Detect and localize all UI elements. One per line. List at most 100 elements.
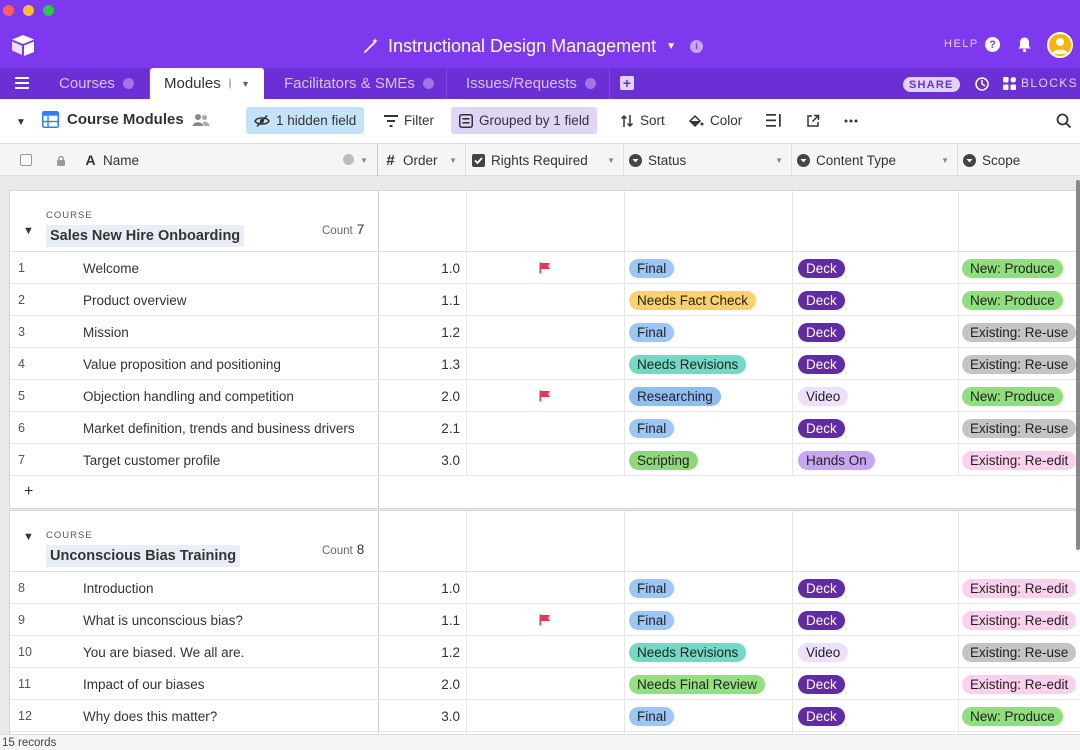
chevron-down-icon[interactable]: ▼: [666, 40, 677, 52]
cell-status[interactable]: Final: [629, 252, 789, 284]
table-row[interactable]: 9 What is unconscious bias? 1.1 Final Deck Ex…: [10, 604, 1080, 636]
cell-rights-required[interactable]: [539, 284, 553, 316]
cell-rights-required[interactable]: [539, 316, 553, 348]
add-record-button[interactable]: +: [10, 476, 1080, 508]
cell-rights-required[interactable]: [539, 668, 553, 700]
cell-scope[interactable]: New: Produce: [962, 284, 1080, 316]
cell-order[interactable]: 2.0: [441, 676, 460, 692]
cell-content-type[interactable]: Deck: [798, 348, 948, 380]
table-row[interactable]: 13Methods to help overcome bias4.0Needs …: [10, 732, 1080, 734]
cell-name[interactable]: Value proposition and positioning: [83, 356, 281, 372]
hidden-fields-button[interactable]: 1 hidden field: [246, 107, 365, 134]
cell-order[interactable]: 1.2: [441, 644, 460, 660]
avatar[interactable]: [1047, 32, 1073, 58]
cell-status[interactable]: Scripting: [629, 444, 789, 476]
cell-status[interactable]: Final: [629, 604, 789, 636]
cell-order[interactable]: 1.2: [441, 324, 460, 340]
chevron-down-icon[interactable]: ▼: [941, 156, 949, 165]
cell-order[interactable]: 2.1: [441, 420, 460, 436]
info-icon[interactable]: [584, 78, 596, 89]
help-icon[interactable]: ?: [985, 37, 1000, 52]
column-header-name[interactable]: A Name ▼: [84, 144, 376, 176]
cell-name[interactable]: You are biased. We all are.: [83, 644, 245, 660]
window-zoom-button[interactable]: [43, 5, 54, 16]
cell-scope[interactable]: Existing: Re-use: [962, 636, 1080, 668]
views-sidebar-toggle-icon[interactable]: ▼: [16, 117, 26, 128]
cell-scope[interactable]: Existing: Re-use: [962, 412, 1080, 444]
tab-courses[interactable]: Courses: [45, 68, 148, 99]
cell-rights-required[interactable]: [539, 348, 553, 380]
color-button[interactable]: Color: [680, 107, 750, 134]
column-header-scope[interactable]: Scope: [963, 144, 1080, 176]
table-row[interactable]: 10 You are biased. We all are. 1.2 Needs Re…: [10, 636, 1080, 668]
cell-content-type[interactable]: Video: [798, 380, 948, 412]
add-table-button[interactable]: +: [620, 76, 634, 90]
collaborators-icon[interactable]: [192, 113, 210, 127]
search-button[interactable]: [1048, 107, 1080, 134]
cell-scope[interactable]: Existing: Re-edit: [962, 444, 1080, 476]
row-height-button[interactable]: [758, 107, 790, 134]
cell-rights-required[interactable]: [539, 700, 553, 732]
window-minimize-button[interactable]: [23, 5, 34, 16]
share-view-button[interactable]: [798, 107, 828, 134]
select-all-checkbox[interactable]: [20, 144, 32, 176]
cell-name[interactable]: Introduction: [83, 580, 154, 596]
tab-issues-requests[interactable]: Issues/Requests: [452, 68, 610, 99]
help-label[interactable]: HELP: [944, 38, 979, 50]
cell-content-type[interactable]: Deck: [798, 668, 948, 700]
cell-rights-required[interactable]: [539, 604, 553, 636]
cell-order[interactable]: 3.0: [441, 452, 460, 468]
table-row[interactable]: 6 Market definition, trends and business …: [10, 412, 1080, 444]
more-options-button[interactable]: [836, 107, 866, 134]
chevron-down-icon[interactable]: ▼: [449, 156, 457, 165]
cell-status[interactable]: Final: [629, 412, 789, 444]
hamburger-menu-icon[interactable]: [15, 77, 29, 89]
table-row[interactable]: 7 Target customer profile 3.0 Scripting Hand…: [10, 444, 1080, 476]
cell-scope[interactable]: New: Produce: [962, 380, 1080, 412]
bell-icon[interactable]: [1016, 36, 1033, 53]
column-header-rights-required[interactable]: Rights Required ▼: [472, 144, 623, 176]
table-row[interactable]: 5 Objection handling and competition 2.0 Re…: [10, 380, 1080, 412]
chevron-down-icon[interactable]: ▼: [360, 156, 368, 165]
group-header[interactable]: ▼ COURSE Sales New Hire Onboarding Count 7: [10, 191, 1080, 252]
tab-facilitators-smes[interactable]: Facilitators & SMEs: [270, 68, 448, 99]
cell-order[interactable]: 1.1: [441, 292, 460, 308]
window-close-button[interactable]: [3, 5, 14, 16]
view-switcher[interactable]: Course Modules: [42, 111, 210, 128]
cell-scope[interactable]: Existing: Re-edit: [962, 668, 1080, 700]
cell-content-type[interactable]: Deck: [798, 252, 948, 284]
cell-status[interactable]: Researching: [629, 380, 789, 412]
sort-button[interactable]: Sort: [612, 107, 673, 134]
cell-rights-required[interactable]: [539, 412, 553, 444]
cell-scope[interactable]: Existing: Re-use: [962, 316, 1080, 348]
column-header-content-type[interactable]: Content Type ▼: [797, 144, 957, 176]
cell-content-type[interactable]: Deck: [798, 284, 948, 316]
filter-button[interactable]: Filter: [376, 107, 442, 134]
blocks-button[interactable]: BLOCKS: [1003, 76, 1078, 90]
table-row[interactable]: 8 Introduction 1.0 Final Deck Existing: Re-ed…: [10, 572, 1080, 604]
cell-name[interactable]: Product overview: [83, 292, 187, 308]
cell-content-type[interactable]: Hands On: [798, 444, 948, 476]
table-row[interactable]: 2 Product overview 1.1 Needs Fact Check Deck…: [10, 284, 1080, 316]
cell-order[interactable]: 1.3: [441, 356, 460, 372]
cell-name[interactable]: Why does this matter?: [83, 708, 218, 724]
history-icon[interactable]: [974, 76, 990, 92]
chevron-down-icon[interactable]: ▼: [607, 156, 615, 165]
info-icon[interactable]: i: [690, 39, 704, 53]
cell-order[interactable]: 3.0: [441, 708, 460, 724]
cell-content-type[interactable]: Deck: [798, 604, 948, 636]
cell-order[interactable]: 1.0: [441, 580, 460, 596]
info-icon[interactable]: [228, 78, 232, 89]
cell-content-type[interactable]: Deck: [798, 412, 948, 444]
info-icon[interactable]: [422, 78, 434, 89]
cell-rights-required[interactable]: [539, 636, 553, 668]
vertical-scrollbar[interactable]: [1076, 180, 1080, 550]
info-icon[interactable]: [122, 78, 134, 89]
collapse-group-icon[interactable]: ▼: [23, 225, 34, 237]
cell-content-type[interactable]: Video: [798, 636, 948, 668]
table-row[interactable]: 12 Why does this matter? 3.0 Final Deck New: …: [10, 700, 1080, 732]
cell-name[interactable]: Welcome: [83, 260, 140, 276]
cell-status[interactable]: Final: [629, 700, 789, 732]
table-row[interactable]: 4 Value proposition and positioning 1.3 Nee…: [10, 348, 1080, 380]
cell-content-type[interactable]: Deck: [798, 316, 948, 348]
